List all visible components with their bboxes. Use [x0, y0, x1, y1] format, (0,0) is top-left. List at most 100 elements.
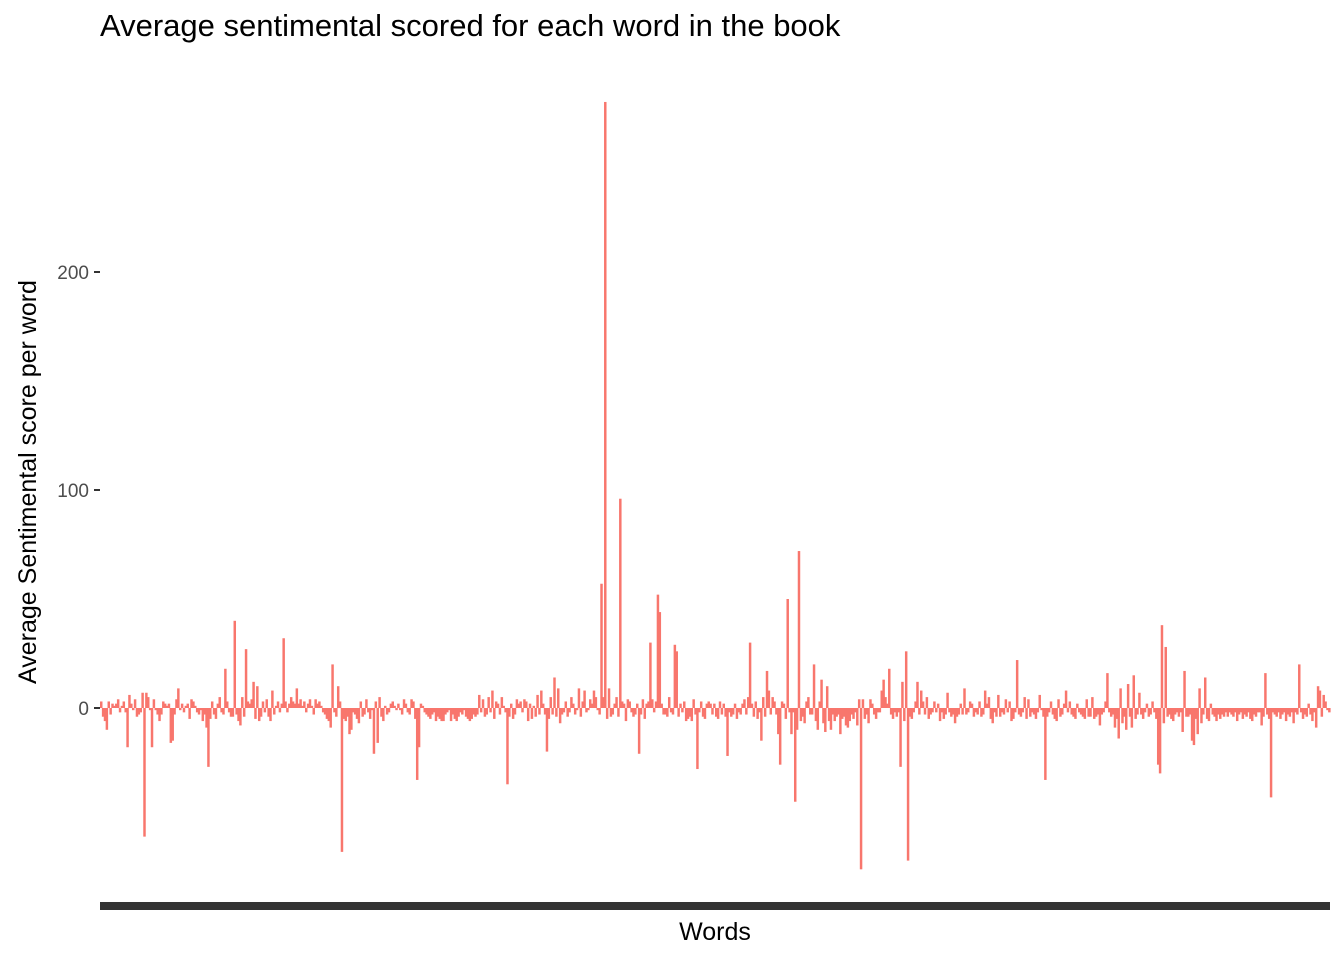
bar [957, 708, 961, 715]
bar [1106, 673, 1109, 708]
bar [547, 708, 551, 719]
bar [1288, 708, 1292, 717]
bar [867, 708, 870, 724]
bar [498, 708, 502, 715]
bar [474, 708, 477, 717]
bar [1172, 708, 1175, 722]
bar [995, 708, 998, 717]
bar [273, 708, 276, 715]
bar [758, 708, 761, 713]
bar [517, 703, 520, 708]
bar [652, 708, 656, 713]
bar [145, 692, 148, 708]
bar [1307, 703, 1310, 708]
bar [1149, 708, 1152, 715]
bar [526, 708, 530, 722]
bar [673, 644, 677, 708]
bar [1126, 684, 1130, 708]
bar [543, 708, 547, 715]
bar [936, 703, 940, 708]
bar [274, 705, 278, 708]
bar [1282, 708, 1286, 713]
bar [579, 708, 583, 717]
bar [282, 638, 285, 708]
bar [1138, 692, 1141, 708]
bar [1023, 697, 1026, 708]
bar [545, 708, 549, 752]
bar [1164, 646, 1167, 708]
bar [1275, 708, 1278, 717]
bar [1044, 708, 1047, 780]
y-tick-label: 200 [57, 263, 89, 284]
bar [303, 701, 306, 708]
bar [391, 701, 394, 708]
bar [564, 701, 568, 708]
bar [1237, 708, 1241, 715]
bar [432, 708, 436, 713]
bar [340, 708, 344, 852]
y-tick-label: 0 [78, 699, 89, 720]
bar [1032, 708, 1036, 715]
bar [344, 708, 347, 722]
bar [1303, 708, 1307, 715]
bar [859, 708, 863, 870]
bar [442, 708, 445, 722]
bar [400, 708, 404, 715]
bar [209, 708, 212, 719]
bar [289, 697, 293, 708]
bar [387, 708, 391, 713]
bar [1117, 708, 1120, 739]
bar [1094, 708, 1098, 717]
bar [889, 708, 893, 715]
bar [955, 708, 959, 717]
bar [998, 708, 1002, 717]
bar [103, 708, 107, 722]
bar [158, 708, 161, 722]
bar [1254, 708, 1258, 717]
bar [530, 708, 534, 719]
bar [336, 686, 340, 708]
bar [634, 708, 637, 715]
bar [359, 701, 363, 708]
bar [1012, 708, 1015, 719]
bar [1014, 708, 1017, 713]
bar [280, 703, 284, 708]
bar [583, 690, 586, 708]
bar [408, 708, 411, 715]
bar [1177, 708, 1181, 717]
bar [235, 708, 238, 715]
bar [965, 708, 968, 715]
bar [160, 708, 163, 715]
bar [519, 701, 522, 708]
bar [1153, 708, 1156, 713]
bar [743, 699, 746, 708]
bar [1059, 708, 1062, 717]
bar [1243, 708, 1246, 715]
bars [100, 101, 1331, 870]
bar [1284, 708, 1288, 722]
bar [457, 708, 460, 717]
bar [651, 699, 654, 708]
bar [935, 708, 938, 713]
bar [154, 708, 158, 711]
bar [953, 708, 957, 724]
bar [1324, 701, 1327, 708]
bar [607, 688, 611, 708]
bar [109, 708, 112, 715]
bar [737, 708, 741, 713]
bar [1215, 708, 1218, 722]
bar [639, 708, 643, 715]
bar [1151, 701, 1154, 708]
bar [1130, 708, 1134, 728]
bar [784, 708, 788, 719]
bar [312, 708, 315, 715]
bar [385, 708, 389, 715]
bar [1027, 699, 1030, 708]
bar [968, 701, 972, 708]
bar [1211, 708, 1214, 715]
bar [722, 703, 725, 708]
bar [1049, 701, 1053, 708]
bar [1262, 708, 1265, 717]
bar [888, 668, 891, 708]
bar [1320, 708, 1324, 717]
